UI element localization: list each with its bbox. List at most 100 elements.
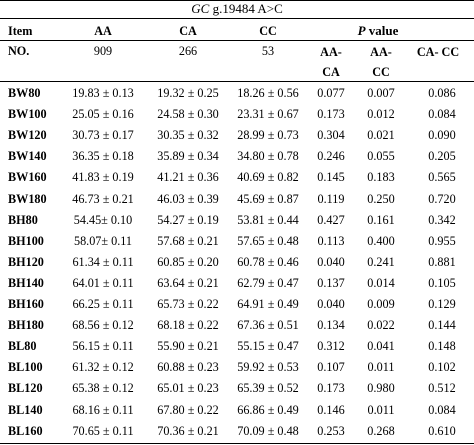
row-p-aa-cc: 0.041 bbox=[367, 339, 395, 354]
row-cc-value: 23.31 ± 0.67 bbox=[237, 107, 299, 122]
row-p-ca-cc: 0.342 bbox=[428, 212, 456, 227]
row-item: BH80 bbox=[8, 212, 38, 227]
row-ca-value: 63.64 ± 0.21 bbox=[157, 275, 219, 290]
row-ca-value: 65.73 ± 0.22 bbox=[157, 297, 219, 311]
row-p-aa-ca: 0.145 bbox=[317, 170, 345, 185]
row-p-aa-cc: 0.055 bbox=[367, 149, 395, 164]
count-cc: 53 bbox=[261, 44, 275, 58]
genotype-header-aa: AA bbox=[94, 24, 112, 38]
row-item: BW100 bbox=[8, 107, 47, 122]
row-p-aa-ca: 0.246 bbox=[317, 149, 345, 164]
pcol-aa-cc-top: AA- bbox=[370, 45, 392, 59]
row-p-ca-cc: 0.090 bbox=[428, 128, 456, 143]
row-p-aa-cc: 0.011 bbox=[367, 360, 395, 375]
row-aa-value: 19.83 ± 0.13 bbox=[72, 86, 134, 100]
body-rule bbox=[0, 81, 474, 82]
row-p-aa-cc: 0.268 bbox=[367, 423, 395, 438]
row-aa-value: 46.73 ± 0.21 bbox=[72, 191, 134, 206]
row-item: BW120 bbox=[8, 128, 47, 143]
row-item: BW80 bbox=[8, 86, 41, 100]
row-ca-value: 35.89 ± 0.34 bbox=[157, 149, 219, 164]
row-p-aa-ca: 0.253 bbox=[317, 423, 345, 438]
row-p-aa-cc: 0.014 bbox=[367, 275, 395, 290]
variant-label: g.19484 A>C bbox=[209, 1, 283, 16]
row-aa-value: 61.34 ± 0.11 bbox=[72, 254, 134, 269]
row-item: BW140 bbox=[8, 149, 47, 164]
row-item: BL140 bbox=[8, 402, 43, 417]
row-item: BW160 bbox=[8, 170, 47, 185]
row-aa-value: 25.05 ± 0.16 bbox=[72, 107, 134, 122]
row-ca-value: 46.03 ± 0.39 bbox=[157, 191, 219, 206]
row-ca-value: 41.21 ± 0.36 bbox=[157, 170, 219, 185]
row-p-aa-ca: 0.113 bbox=[317, 233, 345, 248]
row-p-ca-cc: 0.720 bbox=[428, 191, 456, 206]
pcol-aa-ca-bottom: CA bbox=[322, 65, 340, 79]
row-item: BL100 bbox=[8, 360, 43, 375]
row-p-aa-ca: 0.146 bbox=[317, 402, 345, 417]
row-aa-value: 68.56 ± 0.12 bbox=[72, 318, 134, 333]
row-p-aa-ca: 0.119 bbox=[317, 191, 345, 206]
row-ca-value: 60.88 ± 0.23 bbox=[157, 360, 219, 375]
row-p-aa-cc: 0.183 bbox=[367, 170, 395, 185]
row-p-aa-cc: 0.009 bbox=[367, 297, 395, 311]
row-item: BL160 bbox=[8, 423, 43, 438]
row-aa-value: 70.65 ± 0.11 bbox=[72, 423, 134, 438]
row-cc-value: 28.99 ± 0.73 bbox=[237, 128, 299, 143]
row-ca-value: 24.58 ± 0.30 bbox=[157, 107, 219, 122]
row-p-ca-cc: 0.129 bbox=[428, 297, 456, 311]
row-p-aa-ca: 0.040 bbox=[317, 254, 345, 269]
row-p-ca-cc: 0.512 bbox=[428, 381, 456, 396]
row-p-ca-cc: 0.102 bbox=[428, 360, 456, 375]
row-p-aa-cc: 0.400 bbox=[367, 233, 395, 248]
row-p-ca-cc: 0.565 bbox=[428, 170, 456, 185]
row-item: BW180 bbox=[8, 191, 47, 206]
genotype-header-cc: CC bbox=[259, 24, 277, 38]
row-p-aa-ca: 0.077 bbox=[317, 86, 345, 100]
row-cc-value: 53.81 ± 0.44 bbox=[237, 212, 299, 227]
row-ca-value: 57.68 ± 0.21 bbox=[157, 233, 219, 248]
row-ca-value: 70.36 ± 0.21 bbox=[157, 423, 219, 438]
p-value-rest: value bbox=[365, 23, 399, 38]
genotype-header-ca: CA bbox=[179, 24, 197, 38]
no-label: NO. bbox=[8, 44, 30, 58]
row-cc-value: 64.91 ± 0.49 bbox=[237, 297, 299, 311]
count-ca: 266 bbox=[178, 44, 198, 58]
title-rule bbox=[0, 18, 474, 19]
count-aa: 909 bbox=[93, 44, 113, 58]
row-p-ca-cc: 0.610 bbox=[428, 423, 456, 438]
row-p-aa-ca: 0.107 bbox=[317, 360, 345, 375]
row-cc-value: 59.92 ± 0.53 bbox=[237, 360, 299, 375]
row-cc-value: 66.86 ± 0.49 bbox=[237, 402, 299, 417]
row-cc-value: 45.69 ± 0.87 bbox=[237, 191, 299, 206]
row-aa-value: 65.38 ± 0.12 bbox=[72, 381, 134, 396]
row-p-ca-cc: 0.086 bbox=[428, 86, 456, 100]
row-cc-value: 60.78 ± 0.46 bbox=[237, 254, 299, 269]
row-ca-value: 67.80 ± 0.22 bbox=[157, 402, 219, 417]
row-p-ca-cc: 0.144 bbox=[428, 318, 456, 333]
row-item: BL80 bbox=[8, 339, 37, 354]
pcol-aa-cc-bottom: CC bbox=[372, 65, 390, 79]
row-p-ca-cc: 0.955 bbox=[428, 233, 456, 248]
row-p-aa-ca: 0.173 bbox=[317, 107, 345, 122]
row-p-aa-ca: 0.173 bbox=[317, 381, 345, 396]
row-cc-value: 34.80 ± 0.78 bbox=[237, 149, 299, 164]
row-cc-value: 40.69 ± 0.82 bbox=[237, 170, 299, 185]
row-aa-value: 58.07± 0.11 bbox=[73, 233, 133, 248]
row-p-aa-cc: 0.980 bbox=[367, 381, 395, 396]
row-p-aa-cc: 0.161 bbox=[367, 212, 395, 227]
row-p-aa-cc: 0.250 bbox=[367, 191, 395, 206]
row-cc-value: 18.26 ± 0.56 bbox=[237, 86, 299, 100]
row-p-aa-cc: 0.011 bbox=[367, 402, 395, 417]
row-p-ca-cc: 0.084 bbox=[428, 402, 456, 417]
row-p-aa-ca: 0.040 bbox=[317, 297, 345, 311]
table-top-rule bbox=[0, 0, 474, 1]
row-aa-value: 68.16 ± 0.11 bbox=[72, 402, 134, 417]
row-ca-value: 60.85 ± 0.20 bbox=[157, 254, 219, 269]
pcol-ca-cc: CA- CC bbox=[416, 45, 460, 59]
table-title: GC g.19484 A>C bbox=[0, 1, 474, 17]
row-aa-value: 41.83 ± 0.19 bbox=[72, 170, 134, 185]
row-aa-value: 56.15 ± 0.11 bbox=[72, 339, 134, 354]
row-ca-value: 65.01 ± 0.23 bbox=[157, 381, 219, 396]
row-p-ca-cc: 0.105 bbox=[428, 275, 456, 290]
